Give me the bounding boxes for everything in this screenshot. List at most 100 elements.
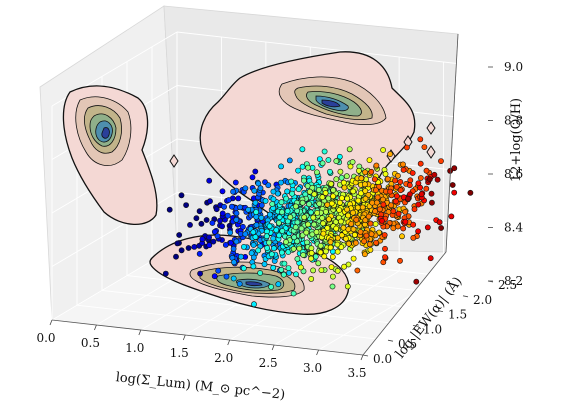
data-point: [361, 251, 368, 258]
data-point: [355, 167, 362, 174]
data-point: [315, 187, 322, 193]
data-point: [358, 175, 365, 182]
data-point: [233, 210, 240, 217]
z-tick-label: 8.6: [504, 167, 523, 181]
data-point: [235, 195, 242, 202]
data-point: [415, 228, 421, 235]
data-point: [333, 176, 340, 183]
data-point: [242, 231, 249, 237]
data-point: [338, 244, 345, 250]
data-point: [295, 186, 302, 193]
data-point: [207, 198, 213, 205]
data-point: [276, 214, 283, 221]
data-point: [362, 195, 369, 202]
data-point: [230, 188, 236, 195]
data-point: [275, 281, 282, 288]
data-point: [354, 267, 361, 274]
data-point: [392, 198, 399, 205]
data-point: [394, 172, 401, 179]
data-point: [421, 144, 428, 150]
data-point: [176, 232, 183, 238]
grid-line: [362, 280, 489, 356]
data-point: [196, 250, 203, 257]
data-point: [253, 213, 260, 220]
data-point: [178, 247, 185, 254]
data-point: [290, 290, 297, 297]
data-point: [252, 168, 259, 175]
data-point: [266, 211, 273, 218]
data-point: [317, 249, 324, 256]
data-point: [350, 188, 357, 195]
data-point: [319, 215, 326, 221]
data-point: [341, 263, 347, 270]
data-point: [278, 266, 285, 273]
z-axis-ticks: 8.2 8.4 8.6 8.8 9.0: [488, 60, 523, 288]
x-tick-label: 1.5: [170, 346, 189, 360]
data-point: [418, 191, 425, 198]
data-point: [438, 225, 444, 231]
data-point: [362, 169, 368, 176]
x-tick-mark: [94, 324, 97, 331]
data-point: [306, 201, 312, 207]
data-point: [374, 194, 381, 201]
data-point: [196, 208, 203, 215]
data-point: [245, 206, 252, 213]
data-point: [305, 221, 311, 228]
y-tick-label: 1.5: [448, 308, 467, 322]
x-tick-mark: [271, 344, 275, 351]
data-point: [428, 199, 435, 206]
data-point: [296, 245, 303, 252]
data-point: [367, 220, 374, 227]
data-point: [344, 195, 351, 202]
data-point: [449, 182, 456, 188]
data-point: [322, 190, 329, 196]
data-point: [298, 225, 305, 232]
data-point: [336, 207, 343, 213]
data-point: [252, 199, 259, 206]
data-point: [284, 208, 291, 214]
data-point: [304, 239, 310, 246]
data-point: [336, 199, 343, 206]
x-tick-mark: [316, 349, 319, 356]
data-point: [231, 259, 237, 266]
y-tick-label: 0.5: [398, 337, 417, 351]
data-point: [262, 198, 269, 204]
data-point: [410, 221, 417, 228]
data-point: [233, 216, 240, 223]
data-point: [329, 253, 336, 260]
contour-left-5: [101, 127, 110, 139]
data-point: [325, 195, 332, 202]
data-point: [334, 241, 341, 248]
data-point: [347, 163, 354, 170]
data-point: [340, 179, 347, 186]
data-point: [242, 185, 249, 192]
data-point: [270, 235, 277, 242]
data-point: [327, 239, 334, 246]
data-point: [221, 203, 227, 210]
data-point: [380, 201, 387, 208]
diamond-contour: [426, 145, 436, 159]
data-point: [270, 264, 277, 271]
axes-lines: [51, 33, 459, 356]
data-point: [299, 146, 306, 153]
data-point: [399, 233, 405, 240]
contour-left-wall: [62, 85, 158, 226]
data-point: [397, 187, 404, 194]
data-point: [287, 214, 294, 221]
data-point: [193, 215, 200, 222]
data-point: [299, 163, 306, 170]
data-point: [203, 217, 210, 223]
data-point: [223, 273, 230, 280]
data-point: [402, 218, 409, 225]
data-point: [250, 263, 257, 270]
data-point: [384, 176, 391, 182]
data-point: [397, 257, 403, 264]
data-point: [448, 213, 455, 220]
data-point: [239, 223, 246, 230]
grid-line: [76, 304, 389, 341]
data-point: [417, 136, 424, 143]
grid-line: [176, 31, 489, 68]
data-point: [230, 275, 237, 282]
data-point: [393, 183, 400, 190]
